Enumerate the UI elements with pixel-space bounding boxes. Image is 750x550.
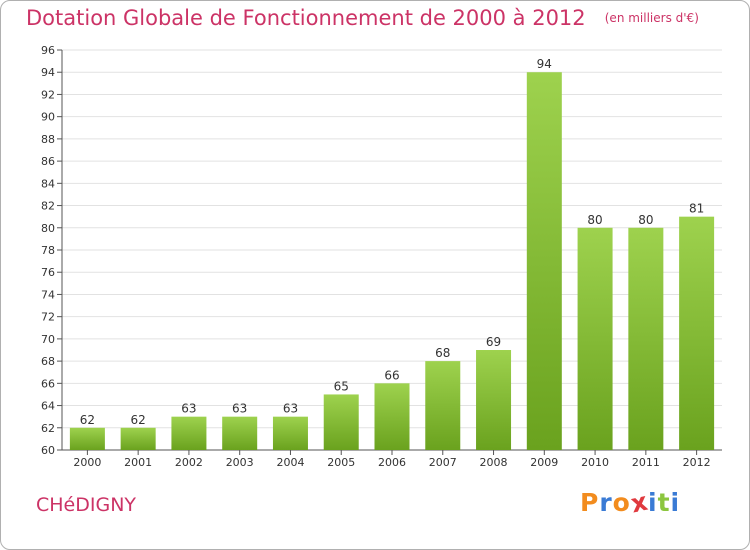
bar bbox=[171, 416, 207, 450]
y-tick-label: 74 bbox=[41, 288, 55, 301]
bar bbox=[425, 361, 461, 450]
bar-value-label: 65 bbox=[334, 379, 349, 393]
bar-value-label: 81 bbox=[689, 202, 704, 216]
y-tick-label: 78 bbox=[41, 244, 55, 257]
bar bbox=[374, 383, 410, 450]
bar bbox=[476, 350, 512, 450]
y-tick-label: 94 bbox=[41, 66, 55, 79]
y-tick-label: 82 bbox=[41, 200, 55, 213]
bar bbox=[577, 227, 613, 450]
bar-value-label: 80 bbox=[638, 213, 653, 227]
bar-value-label: 63 bbox=[181, 402, 196, 416]
brand-letter: r bbox=[599, 488, 613, 517]
y-tick-label: 76 bbox=[41, 266, 55, 279]
brand-letter: t bbox=[657, 488, 671, 517]
bar-value-label: 66 bbox=[384, 368, 399, 382]
unit-note: (en milliers d'€) bbox=[604, 11, 699, 25]
x-tick-label: 2007 bbox=[429, 456, 457, 469]
x-tick-label: 2003 bbox=[226, 456, 254, 469]
x-tick-label: 2001 bbox=[124, 456, 152, 469]
x-tick-label: 2000 bbox=[73, 456, 101, 469]
bars bbox=[69, 72, 715, 450]
x-tick-label: 2008 bbox=[480, 456, 508, 469]
y-tick-label: 62 bbox=[41, 422, 55, 435]
y-tick-label: 70 bbox=[41, 333, 55, 346]
chart-title: Dotation Globale de Fonctionnement de 20… bbox=[26, 6, 586, 30]
bar bbox=[69, 427, 105, 450]
bar-value-label: 62 bbox=[80, 413, 95, 427]
y-tick-label: 90 bbox=[41, 111, 55, 124]
y-tick-label: 88 bbox=[41, 133, 55, 146]
y-tick-label: 66 bbox=[41, 377, 55, 390]
brand-letter: P bbox=[580, 488, 600, 517]
labels: 60 62 64 66 68 70 72 74 76 78 80 82 84 86 88 90 92 94 96 62… bbox=[41, 44, 711, 469]
proxiti-logo: Proxiti bbox=[580, 487, 681, 519]
x-tick-label: 2006 bbox=[378, 456, 406, 469]
brand-letter: o bbox=[612, 488, 631, 517]
bar-value-label: 69 bbox=[486, 335, 501, 349]
y-tick-label: 92 bbox=[41, 88, 55, 101]
bar-value-label: 63 bbox=[232, 402, 247, 416]
x-tick-label: 2012 bbox=[683, 456, 711, 469]
x-tick-label: 2005 bbox=[327, 456, 355, 469]
y-tick-label: 68 bbox=[41, 355, 55, 368]
bar-value-label: 68 bbox=[435, 346, 450, 360]
y-tick-label: 60 bbox=[41, 444, 55, 457]
bar bbox=[120, 427, 156, 450]
x-tick-label: 2011 bbox=[632, 456, 660, 469]
bar bbox=[272, 416, 308, 450]
bar bbox=[679, 216, 715, 450]
y-tick-label: 84 bbox=[41, 177, 55, 190]
x-tick-label: 2002 bbox=[175, 456, 203, 469]
bar-value-label: 63 bbox=[283, 402, 298, 416]
bar-value-label: 94 bbox=[537, 57, 552, 71]
brand-letter: i bbox=[648, 488, 658, 517]
bar bbox=[526, 72, 562, 450]
y-tick-label: 72 bbox=[41, 311, 55, 324]
bar bbox=[222, 416, 258, 450]
y-tick-label: 64 bbox=[41, 400, 55, 413]
y-tick-label: 86 bbox=[41, 155, 55, 168]
y-tick-label: 80 bbox=[41, 222, 55, 235]
commune-name: CHéDIGNY bbox=[36, 494, 137, 516]
chart-header: Dotation Globale de Fonctionnement de 20… bbox=[26, 6, 699, 30]
x-tick-label: 2010 bbox=[581, 456, 609, 469]
x-tick-label: 2009 bbox=[530, 456, 558, 469]
bar-value-label: 80 bbox=[587, 213, 602, 227]
bar bbox=[628, 227, 664, 450]
bar-value-label: 62 bbox=[131, 413, 146, 427]
x-tick-label: 2004 bbox=[276, 456, 304, 469]
bar bbox=[323, 394, 359, 450]
brand-letter: i bbox=[670, 488, 681, 517]
y-tick-label: 96 bbox=[41, 44, 55, 57]
